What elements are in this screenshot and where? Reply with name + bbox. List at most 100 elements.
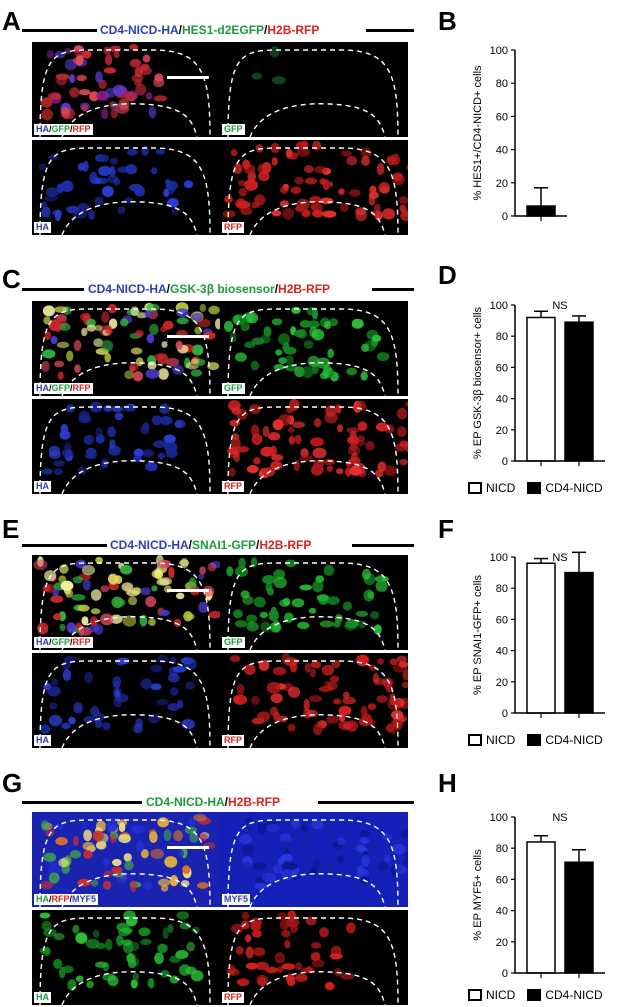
- cell-nucleus: [307, 320, 320, 329]
- channel-label: GFP: [222, 383, 245, 394]
- cell-nucleus: [294, 176, 304, 185]
- legend-f: NICD CD4-NICD: [468, 733, 603, 747]
- title-rule-right: [372, 288, 414, 291]
- cell-nucleus: [153, 77, 165, 88]
- cell-nucleus: [316, 594, 330, 602]
- cell-nucleus: [345, 460, 353, 468]
- cell-nucleus: [199, 303, 207, 312]
- cell-nucleus: [117, 206, 126, 215]
- cell-nucleus: [140, 678, 152, 690]
- dashed-outline-outer: [39, 660, 211, 748]
- cell-nucleus: [323, 458, 336, 466]
- cell-nucleus: [61, 448, 74, 458]
- cell-nucleus: [86, 980, 94, 989]
- title-segment: H2B-RFP: [278, 282, 331, 296]
- cell-nucleus: [295, 973, 308, 982]
- cell-nucleus: [324, 411, 338, 424]
- cell-nucleus: [269, 46, 280, 58]
- cell-nucleus: [276, 966, 284, 973]
- panel-label-d: D: [438, 260, 457, 290]
- cell-nucleus: [234, 352, 247, 362]
- cell-nucleus: [357, 435, 366, 442]
- cell-nucleus: [251, 717, 265, 725]
- cell-nucleus: [257, 163, 271, 175]
- cell-nucleus: [224, 195, 233, 204]
- panel-label-e: E: [2, 514, 20, 544]
- cell-nucleus: [95, 427, 103, 437]
- panel-title-g: CD4-NICD-HA/H2B-RFP: [146, 796, 280, 808]
- cell-nucleus: [84, 671, 93, 684]
- cell-nucleus: [304, 662, 311, 673]
- cell-nucleus: [140, 938, 152, 946]
- dashed-outline-inner: [249, 362, 386, 396]
- micrograph: RFP: [220, 910, 408, 1005]
- cell-nucleus: [183, 611, 193, 622]
- cell-nucleus: [283, 346, 297, 355]
- cell-nucleus: [40, 724, 51, 734]
- cell-nucleus: [312, 140, 322, 151]
- y-tick-label: 80: [496, 843, 508, 855]
- cell-nucleus: [351, 318, 364, 329]
- y-tick-label: 0: [502, 456, 508, 468]
- cell-nucleus: [101, 722, 111, 731]
- cell-nucleus: [82, 841, 95, 851]
- dashed-outline-outer: [39, 917, 211, 1005]
- cell-nucleus: [43, 584, 51, 592]
- cell-nucleus: [75, 975, 84, 982]
- cell-nucleus: [320, 197, 334, 205]
- cell-nucleus: [149, 831, 158, 843]
- cell-nucleus: [93, 338, 103, 347]
- cell-nucleus: [287, 910, 297, 923]
- title-segment: /: [274, 282, 279, 296]
- cell-nucleus: [305, 916, 317, 926]
- cell-nucleus: [197, 882, 209, 889]
- cell-nucleus: [236, 683, 245, 696]
- cell-nucleus: [49, 702, 58, 710]
- cell-nucleus: [141, 449, 155, 458]
- legend-label-nicd: NICD: [486, 988, 516, 1002]
- cell-nucleus: [154, 952, 164, 965]
- cell-nucleus: [319, 372, 329, 380]
- channel-label-segment: /: [49, 124, 52, 134]
- cell-nucleus: [253, 457, 261, 465]
- cell-nucleus: [140, 63, 150, 71]
- dashed-outline-outer: [227, 562, 399, 650]
- y-tick-label: 100: [490, 812, 508, 824]
- cell-nucleus: [325, 715, 339, 724]
- cell-nucleus: [246, 465, 259, 474]
- cell-nucleus: [53, 958, 63, 969]
- cell-nucleus: [365, 441, 375, 451]
- cell-nucleus: [121, 582, 134, 592]
- cell-nucleus: [180, 880, 190, 887]
- cell-nucleus: [299, 584, 312, 591]
- y-tick-label: 20: [496, 937, 508, 949]
- channel-label-segment: GFP: [51, 637, 71, 647]
- cell-nucleus: [272, 666, 287, 676]
- dashed-outline-inner: [61, 103, 198, 137]
- cell-nucleus: [103, 880, 112, 890]
- cell-nucleus: [108, 573, 119, 585]
- cell-nucleus: [384, 465, 398, 476]
- cell-nucleus: [145, 368, 160, 379]
- cell-nucleus: [287, 427, 295, 434]
- cell-nucleus: [251, 72, 263, 80]
- cell-nucleus: [53, 460, 65, 467]
- cell-nucleus: [125, 164, 138, 175]
- cell-nucleus: [371, 334, 382, 342]
- micrograph: MYF5: [220, 812, 408, 907]
- cell-nucleus: [258, 171, 270, 182]
- cell-nucleus: [319, 620, 334, 628]
- cell-nucleus: [399, 458, 408, 466]
- cell-nucleus: [48, 450, 61, 460]
- cell-nucleus: [268, 609, 279, 622]
- channel-label-segment: RFP: [72, 124, 91, 134]
- cell-nucleus: [304, 177, 317, 185]
- cell-nucleus: [303, 698, 310, 711]
- cell-nucleus: [296, 147, 311, 157]
- cell-nucleus: [246, 614, 258, 623]
- y-axis-label: % HES1+/CD4-NICD+ cells: [472, 65, 484, 201]
- cell-nucleus: [229, 655, 241, 663]
- y-tick-label: 100: [490, 300, 508, 312]
- cell-nucleus: [405, 817, 408, 827]
- cell-nucleus: [299, 838, 309, 849]
